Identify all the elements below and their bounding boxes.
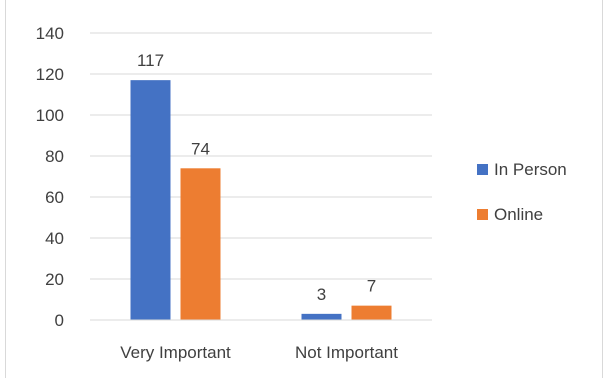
- data-label: 7: [367, 277, 376, 296]
- x-axis-labels: Very Important Not Important: [120, 343, 398, 362]
- legend-swatch: [477, 209, 488, 220]
- bar-online-0: [180, 168, 221, 320]
- y-tick-label: 40: [45, 229, 64, 248]
- legend-label: In Person: [494, 160, 567, 179]
- y-tick-label: 140: [36, 24, 64, 43]
- bar-online-1: [351, 305, 392, 320]
- legend: In Person Online: [477, 160, 567, 224]
- y-tick-label: 60: [45, 188, 64, 207]
- data-labels: 117 74 3 7: [137, 51, 376, 304]
- data-label: 3: [317, 285, 326, 304]
- y-tick-label: 0: [55, 311, 64, 330]
- x-tick-label: Very Important: [120, 343, 231, 362]
- y-tick-label: 20: [45, 270, 64, 289]
- y-axis-ticks: 0 20 40 60 80 100 120 140: [36, 24, 64, 330]
- data-label: 117: [137, 51, 164, 70]
- bars: [130, 80, 392, 321]
- bar-in-person-1: [301, 313, 342, 320]
- legend-swatch: [477, 164, 488, 175]
- data-label: 74: [191, 139, 210, 158]
- bar-in-person-0: [130, 80, 171, 321]
- gridlines: [90, 32, 432, 280]
- x-tick-label: Not Important: [295, 343, 398, 362]
- y-tick-label: 100: [36, 106, 64, 125]
- legend-label: Online: [494, 205, 543, 224]
- chart-frame: [5, 0, 603, 378]
- y-tick-label: 120: [36, 65, 64, 84]
- y-tick-label: 80: [45, 147, 64, 166]
